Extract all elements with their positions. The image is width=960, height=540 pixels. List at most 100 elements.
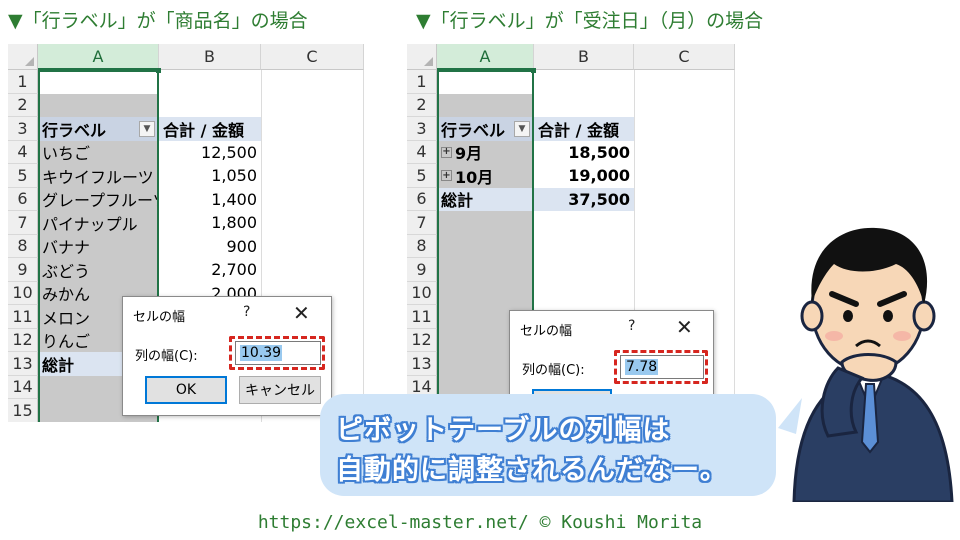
bubble-text-line1: ピボットテーブルの列幅は [336,415,671,446]
row-header-10[interactable]: 10 [407,281,437,305]
select-all-corner[interactable] [8,44,38,70]
pivot-value-header[interactable]: 合計 / 金額 [534,117,634,141]
eye [883,310,893,322]
help-icon[interactable]: ? [243,304,251,320]
row-header-7[interactable]: 7 [8,211,38,235]
heading-product-name: ▼「行ラベル」が「商品名」の場合 [8,10,308,32]
column-width-label: 列の幅(C): [135,349,198,364]
row-header-14[interactable]: 14 [8,375,38,399]
cell-a1[interactable] [437,70,534,94]
pivot-item-label[interactable]: メロン [42,308,91,328]
row-header-5[interactable]: 5 [407,164,437,188]
row-header-3[interactable]: 3 [8,117,38,141]
pivot-item-label[interactable]: グレープフルーツ [42,191,159,211]
cell-a1[interactable] [38,70,159,94]
row-header-9[interactable]: 9 [8,258,38,282]
row-header-12[interactable]: 12 [8,328,38,352]
row-header-4[interactable]: 4 [407,140,437,164]
row-header-1[interactable]: 1 [407,70,437,94]
pivot-value-header[interactable]: 合計 / 金額 [159,117,261,141]
bubble-text-line2: 自動的に調整されるんだなー。 [336,455,728,486]
gridline [734,70,735,422]
row-header-8[interactable]: 8 [407,234,437,258]
column-header-c[interactable]: C [634,44,735,70]
pivot-item-label[interactable]: ぶどう [42,261,91,281]
row-header-11[interactable]: 11 [8,305,38,329]
row-header-13[interactable]: 13 [8,352,38,376]
expand-icon[interactable]: + [441,146,452,158]
mouth [855,339,881,348]
column-width-value: 7.78 [625,359,659,375]
column-width-input[interactable]: 7.78 [620,355,704,379]
column-selection-border [38,70,159,422]
row-header-15[interactable]: 15 [8,399,38,422]
row-header-5[interactable]: 5 [8,164,38,188]
column-header-b[interactable]: B [534,44,634,70]
pivot-item-value[interactable]: 12,500 [201,142,257,162]
footer-credit: https://excel-master.net/ © Koushi Morit… [257,512,703,533]
pivot-total-value[interactable]: 37,500 [534,187,634,211]
pivot-item-value[interactable]: 1,050 [211,166,257,186]
row-header-9[interactable]: 9 [407,258,437,282]
row-header-3[interactable]: 3 [407,117,437,141]
column-header-a[interactable]: A [437,44,534,70]
month-label: 10月 [455,167,494,187]
pivot-item-label[interactable]: バナナ [42,238,91,258]
pivot-item-value[interactable]: 2,700 [211,260,257,280]
pivot-item-value[interactable]: 900 [226,236,257,256]
row-header-10[interactable]: 10 [8,281,38,305]
column-header-c[interactable]: C [261,44,364,70]
fill-handle[interactable] [531,68,536,73]
help-icon[interactable]: ? [628,318,636,334]
row-header-6[interactable]: 6 [407,187,437,211]
expand-icon[interactable]: + [441,169,452,182]
pivot-row-label-header[interactable]: 行ラベル [437,117,534,141]
column-width-value: 10.39 [240,345,283,361]
thinking-man-illustration [778,227,954,502]
row-header-8[interactable]: 8 [8,234,38,258]
column-width-input[interactable]: 10.39 [235,341,321,365]
highlight-box [614,350,708,384]
row-header-12[interactable]: 12 [407,328,437,352]
fill-handle[interactable] [156,68,161,73]
select-all-corner[interactable] [407,44,437,70]
row-header-4[interactable]: 4 [8,140,38,164]
pivot-item-value[interactable]: 1,800 [211,213,257,233]
pivot-item-value[interactable]: 18,500 [568,142,630,162]
selection-top [437,70,534,72]
row-header-13[interactable]: 13 [407,352,437,376]
row-header-11[interactable]: 11 [407,305,437,329]
pivot-total-label[interactable]: 総計 [437,187,534,211]
filter-dropdown-icon[interactable]: ▼ [139,121,155,137]
column-selection-border [437,70,534,422]
pivot-item-value[interactable]: 19,000 [568,166,630,186]
pivot-item-label[interactable]: りんご [42,332,91,352]
row-header-2[interactable]: 2 [407,93,437,117]
speech-bubble [320,394,776,496]
row-header-6[interactable]: 6 [8,187,38,211]
pivot-item-label[interactable]: +10月 [437,164,534,188]
pivot-item-label[interactable]: +9月 [437,141,534,165]
pivot-item-label[interactable]: パイナップル [42,214,138,234]
ok-button[interactable]: OK [145,376,227,404]
close-icon[interactable]: ✕ [293,301,310,325]
row-header-7[interactable]: 7 [407,211,437,235]
pivot-item-label[interactable]: キウイフルーツ [42,167,154,187]
column-header-b[interactable]: B [159,44,261,70]
pivot-item-label[interactable]: いちご [42,144,91,164]
column-width-dialog: セルの幅 ? ✕ 列の幅(C): 10.39 OK キャンセル [122,296,332,416]
pivot-item-label[interactable]: みかん [42,285,91,305]
pivot-item-value[interactable]: 1,400 [211,189,257,209]
row-header-2[interactable]: 2 [8,93,38,117]
pivot-row-label-header[interactable]: 行ラベル [38,117,159,141]
cancel-button[interactable]: キャンセル [239,376,321,404]
tie [860,383,880,454]
column-header-a[interactable]: A [38,44,159,70]
filter-dropdown-icon[interactable]: ▼ [514,121,530,137]
ear [912,300,936,332]
gridline [634,70,635,422]
dialog-title: セルの幅 [520,324,573,339]
close-icon[interactable]: ✕ [676,315,693,339]
row-header-1[interactable]: 1 [8,70,38,94]
bubble-tail [778,398,802,434]
